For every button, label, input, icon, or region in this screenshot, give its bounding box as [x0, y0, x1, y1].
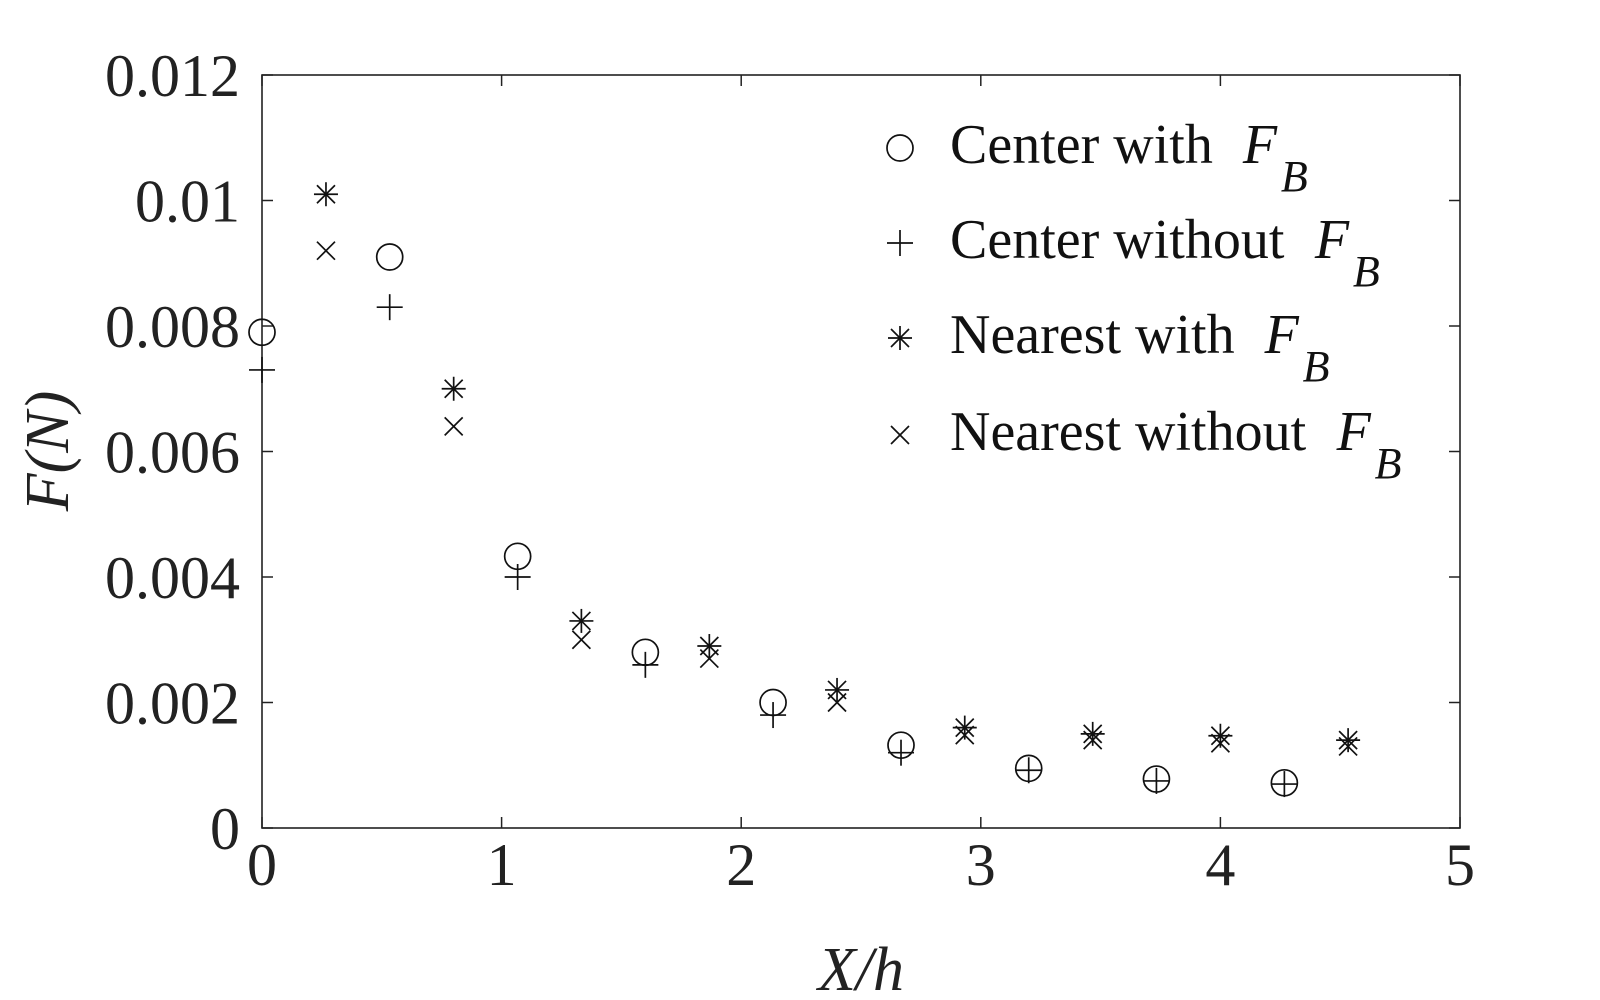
legend-marker-asterisk	[888, 326, 912, 350]
y-tick-label: 0.006	[105, 420, 240, 486]
x-tick-label: 5	[1445, 832, 1475, 898]
legend-marker-plus	[887, 230, 913, 256]
legend-subscript-b: B	[1375, 439, 1402, 488]
data-point-plus	[1271, 771, 1298, 798]
data-point-plus	[376, 294, 403, 321]
legend-symbol-f: F	[1314, 209, 1350, 271]
y-tick-labels: 0 0.002 0.004 0.006 0.008 0.01 0.012	[105, 43, 240, 862]
data-point-asterisk	[1336, 728, 1361, 753]
legend-marker-cross	[890, 425, 910, 445]
data-point-cross	[699, 648, 719, 669]
data-point-plus	[1015, 757, 1042, 784]
axis-ticks	[261, 74, 1461, 829]
x-tick-label: 0	[247, 832, 277, 898]
legend-label: Center without	[950, 209, 1285, 271]
y-axis-label: F(N)	[14, 391, 82, 513]
x-tick-label: 3	[966, 832, 996, 898]
y-tick-label: 0.008	[105, 294, 240, 360]
legend-label: Center with	[950, 114, 1213, 176]
legend-symbol-f: F	[1264, 304, 1300, 366]
legend-subscript-b: B	[1281, 152, 1308, 201]
data-point-asterisk	[1080, 721, 1105, 746]
data-point-cross	[1210, 733, 1231, 753]
data-point-asterisk	[697, 634, 722, 659]
data-markers	[248, 182, 1361, 798]
data-point-asterisk	[569, 608, 594, 633]
x-tick-label: 4	[1205, 832, 1235, 898]
data-point-cross	[316, 241, 336, 261]
data-point-plus	[632, 651, 659, 678]
data-point-cross	[571, 630, 591, 650]
legend-subscript-b: B	[1303, 342, 1330, 391]
legend-marker-circle	[886, 134, 914, 162]
data-point-asterisk	[441, 376, 466, 401]
x-tick-labels: 0 1 2 3 4 5	[247, 832, 1475, 898]
data-point-cross	[1083, 730, 1103, 750]
x-axis-label: X/h	[815, 936, 904, 1000]
legend-symbol-f: F	[1242, 114, 1278, 176]
data-point-plus	[760, 702, 787, 729]
data-point-cross	[955, 725, 975, 745]
y-tick-label: 0.012	[105, 43, 240, 109]
data-point-plus	[888, 739, 915, 766]
legend-symbol-f: F	[1336, 401, 1372, 463]
x-tick-label: 2	[726, 832, 756, 898]
x-tick-label: 1	[487, 832, 517, 898]
y-tick-label: 0.01	[135, 169, 240, 235]
y-tick-label: 0.002	[105, 671, 240, 737]
data-point-circle	[248, 318, 276, 347]
data-point-cross	[1338, 736, 1358, 757]
data-point-plus	[1143, 767, 1170, 794]
data-point-cross	[444, 416, 464, 437]
legend-label: Nearest with	[950, 304, 1235, 366]
y-tick-label: 0.004	[105, 545, 240, 611]
data-point-cross	[827, 692, 847, 713]
data-point-asterisk	[313, 182, 338, 207]
data-point-circle	[375, 243, 404, 271]
y-tick-label: 0	[210, 796, 240, 862]
data-point-plus	[249, 356, 275, 383]
legend-label: Nearest without	[950, 401, 1307, 463]
data-point-asterisk	[825, 677, 850, 702]
data-point-plus	[504, 564, 531, 590]
legend-subscript-b: B	[1353, 247, 1380, 296]
